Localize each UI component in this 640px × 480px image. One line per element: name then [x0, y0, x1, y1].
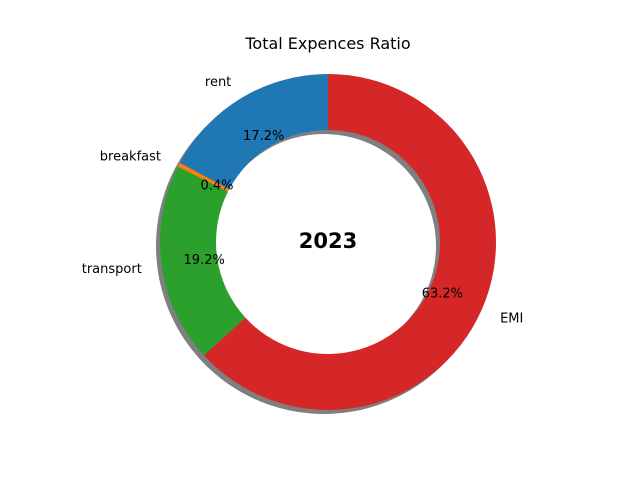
slice-label-transport: transport — [82, 262, 142, 277]
slice-label-emi: EMI — [500, 312, 523, 327]
center-year-label: 2023 — [299, 229, 357, 253]
slice-rent — [179, 74, 328, 190]
slice-percent-emi: 63.2% — [422, 286, 463, 301]
slice-label-breakfast: breakfast — [100, 150, 161, 165]
donut-slices — [159, 74, 496, 410]
slice-percent-breakfast: 0.4% — [200, 179, 233, 194]
slice-label-rent: rent — [205, 75, 231, 90]
slice-breakfast — [177, 162, 230, 192]
slice-percent-transport: 19.2% — [184, 253, 225, 268]
chart-title: Total Expences Ratio — [244, 34, 410, 53]
slice-percent-rent: 17.2% — [243, 129, 284, 144]
slice-emi — [204, 74, 496, 410]
slice-transport — [159, 166, 246, 356]
donut-labels: rent 17.2% breakfast 0.4% transport 19.2% EMI 6… — [82, 75, 524, 327]
